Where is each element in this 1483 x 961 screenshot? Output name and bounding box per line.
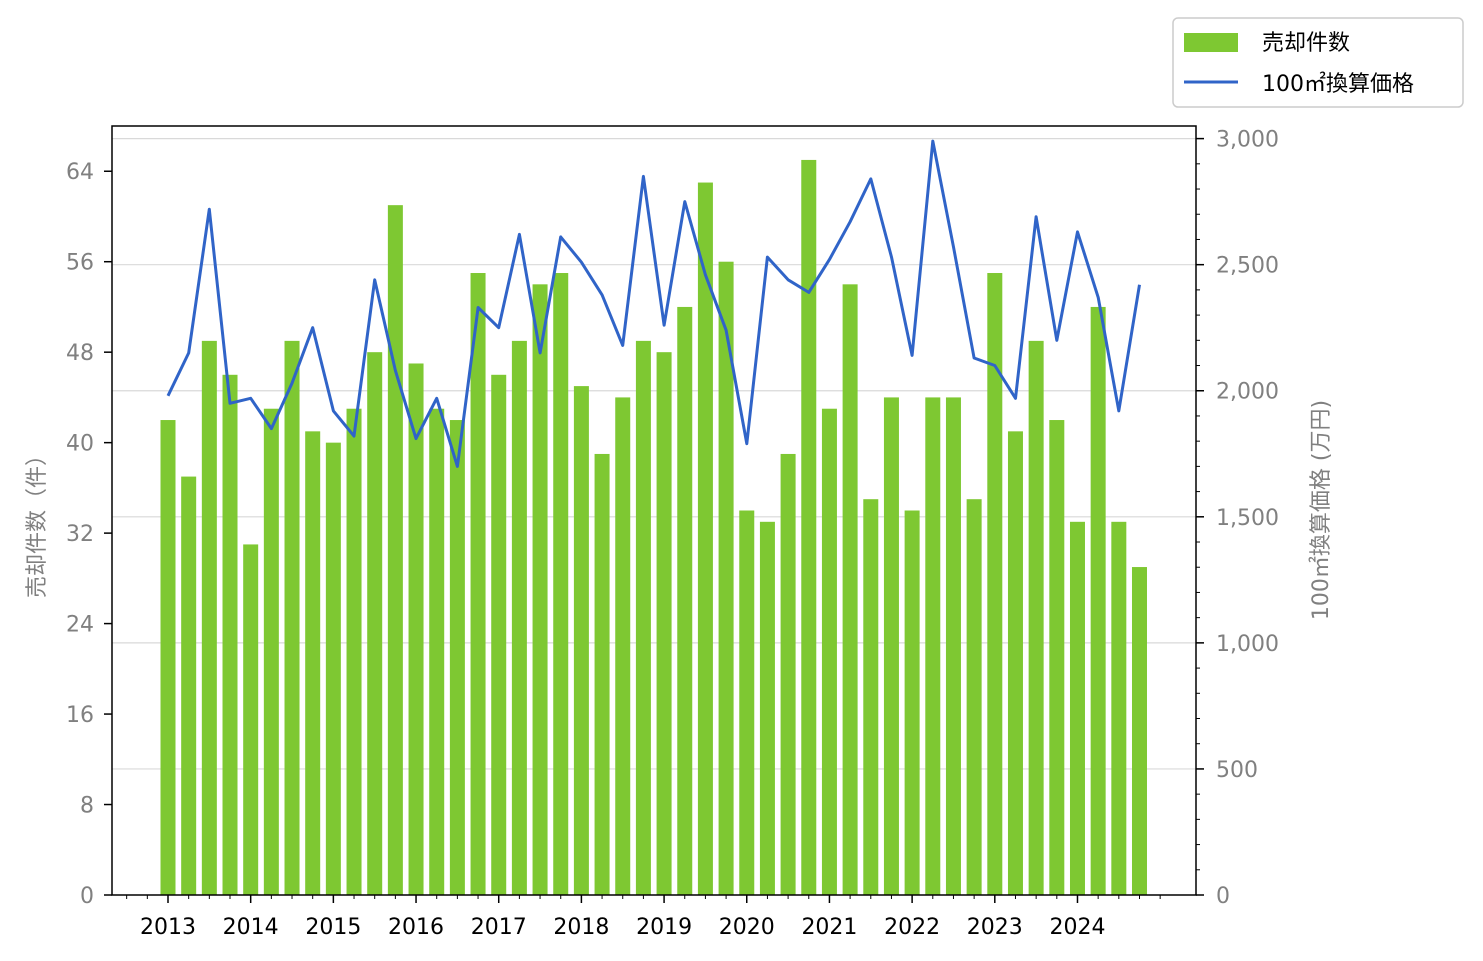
y-tick-label-left: 56 <box>66 251 94 276</box>
bar <box>1007 431 1023 895</box>
y-tick-label-left: 32 <box>66 522 94 547</box>
bar <box>160 420 176 895</box>
y-tick-label-right: 0 <box>1216 884 1230 909</box>
bar <box>243 544 259 895</box>
y-tick-label-left: 8 <box>80 794 94 819</box>
y-tick-label-right: 500 <box>1216 758 1258 783</box>
bar-series <box>160 159 1147 896</box>
bar <box>615 397 631 895</box>
bar <box>801 159 817 896</box>
bar <box>181 476 197 895</box>
x-tick-label: 2019 <box>636 915 692 940</box>
bar <box>863 499 879 895</box>
y-tick-label-right: 2,500 <box>1216 254 1279 279</box>
bar <box>759 521 775 895</box>
left-axis: 0 8 16 24 32 40 48 56 64 <box>66 160 112 909</box>
line-series <box>166 139 1141 468</box>
bar <box>367 352 383 895</box>
legend-line-label: 100㎡換算価格 <box>1262 71 1414 97</box>
bar <box>553 273 569 895</box>
right-axis: 0 500 1,000 1,500 2,000 2,500 3,000 <box>1196 128 1279 909</box>
y-axis-label-right: 100㎡換算価格 (万円) <box>1308 400 1334 620</box>
bar <box>821 408 837 895</box>
x-tick-label: 2014 <box>223 915 279 940</box>
bar <box>573 386 589 895</box>
bar <box>987 273 1003 895</box>
y-axis-label-left: 売却件数（件） <box>25 444 50 598</box>
legend-bar-swatch <box>1184 33 1238 52</box>
x-tick-label: 2016 <box>388 915 444 940</box>
bar <box>284 340 300 895</box>
bar <box>677 306 693 895</box>
bar <box>594 453 610 895</box>
x-tick-label: 2021 <box>801 915 857 940</box>
legend-box <box>1172 17 1464 108</box>
legend-bar-label: 売却件数 <box>1262 31 1350 56</box>
bar <box>429 408 445 895</box>
bar <box>387 205 403 896</box>
y-tick-label-right: 1,000 <box>1216 632 1279 657</box>
x-axis: 2013 2014 2015 2016 2017 2018 2019 2020 2021 2022… <box>126 895 1161 940</box>
bar <box>925 397 941 895</box>
bar <box>305 431 321 895</box>
bar <box>718 261 734 895</box>
y-tick-label-left: 64 <box>66 160 94 185</box>
bar <box>511 340 527 895</box>
y-tick-label-left: 0 <box>80 884 94 909</box>
bar <box>1028 340 1044 895</box>
y-tick-label-right: 1,500 <box>1216 506 1279 531</box>
bar <box>201 340 217 895</box>
bar <box>1131 567 1147 895</box>
x-tick-label: 2015 <box>305 915 361 940</box>
y-tick-label-right: 3,000 <box>1216 128 1279 153</box>
bar <box>1111 521 1127 895</box>
bar <box>883 397 899 895</box>
bar <box>1049 420 1065 895</box>
price-line <box>166 139 1141 468</box>
bar <box>739 510 755 895</box>
legend: 売却件数 100㎡換算価格 <box>1172 17 1464 108</box>
bar <box>408 363 424 895</box>
x-tick-label: 2023 <box>967 915 1023 940</box>
x-tick-label: 2024 <box>1049 915 1105 940</box>
bar <box>1090 306 1106 895</box>
bar <box>346 408 362 895</box>
x-tick-label: 2018 <box>553 915 609 940</box>
x-tick-label: 2022 <box>884 915 940 940</box>
bar <box>263 408 279 895</box>
bar <box>491 374 507 895</box>
bar <box>697 182 713 895</box>
bar <box>780 453 796 895</box>
x-tick-label: 2020 <box>719 915 775 940</box>
y-tick-label-left: 40 <box>66 432 94 457</box>
y-tick-label-left: 24 <box>66 613 94 638</box>
bar <box>470 273 486 895</box>
bar <box>449 420 465 895</box>
y-tick-label-right: 2,000 <box>1216 380 1279 405</box>
bar <box>222 374 238 895</box>
y-tick-label-left: 16 <box>66 703 94 728</box>
y-tick-label-left: 48 <box>66 341 94 366</box>
bar <box>635 340 651 895</box>
bar <box>904 510 920 895</box>
bar <box>966 499 982 895</box>
bar <box>532 284 548 896</box>
bar <box>1069 521 1085 895</box>
bar <box>325 442 341 895</box>
bar <box>842 284 858 896</box>
plot-frame <box>111 125 1197 896</box>
x-tick-label: 2017 <box>471 915 527 940</box>
bar <box>656 352 672 895</box>
bar <box>945 397 961 895</box>
x-tick-label: 2013 <box>140 915 196 940</box>
